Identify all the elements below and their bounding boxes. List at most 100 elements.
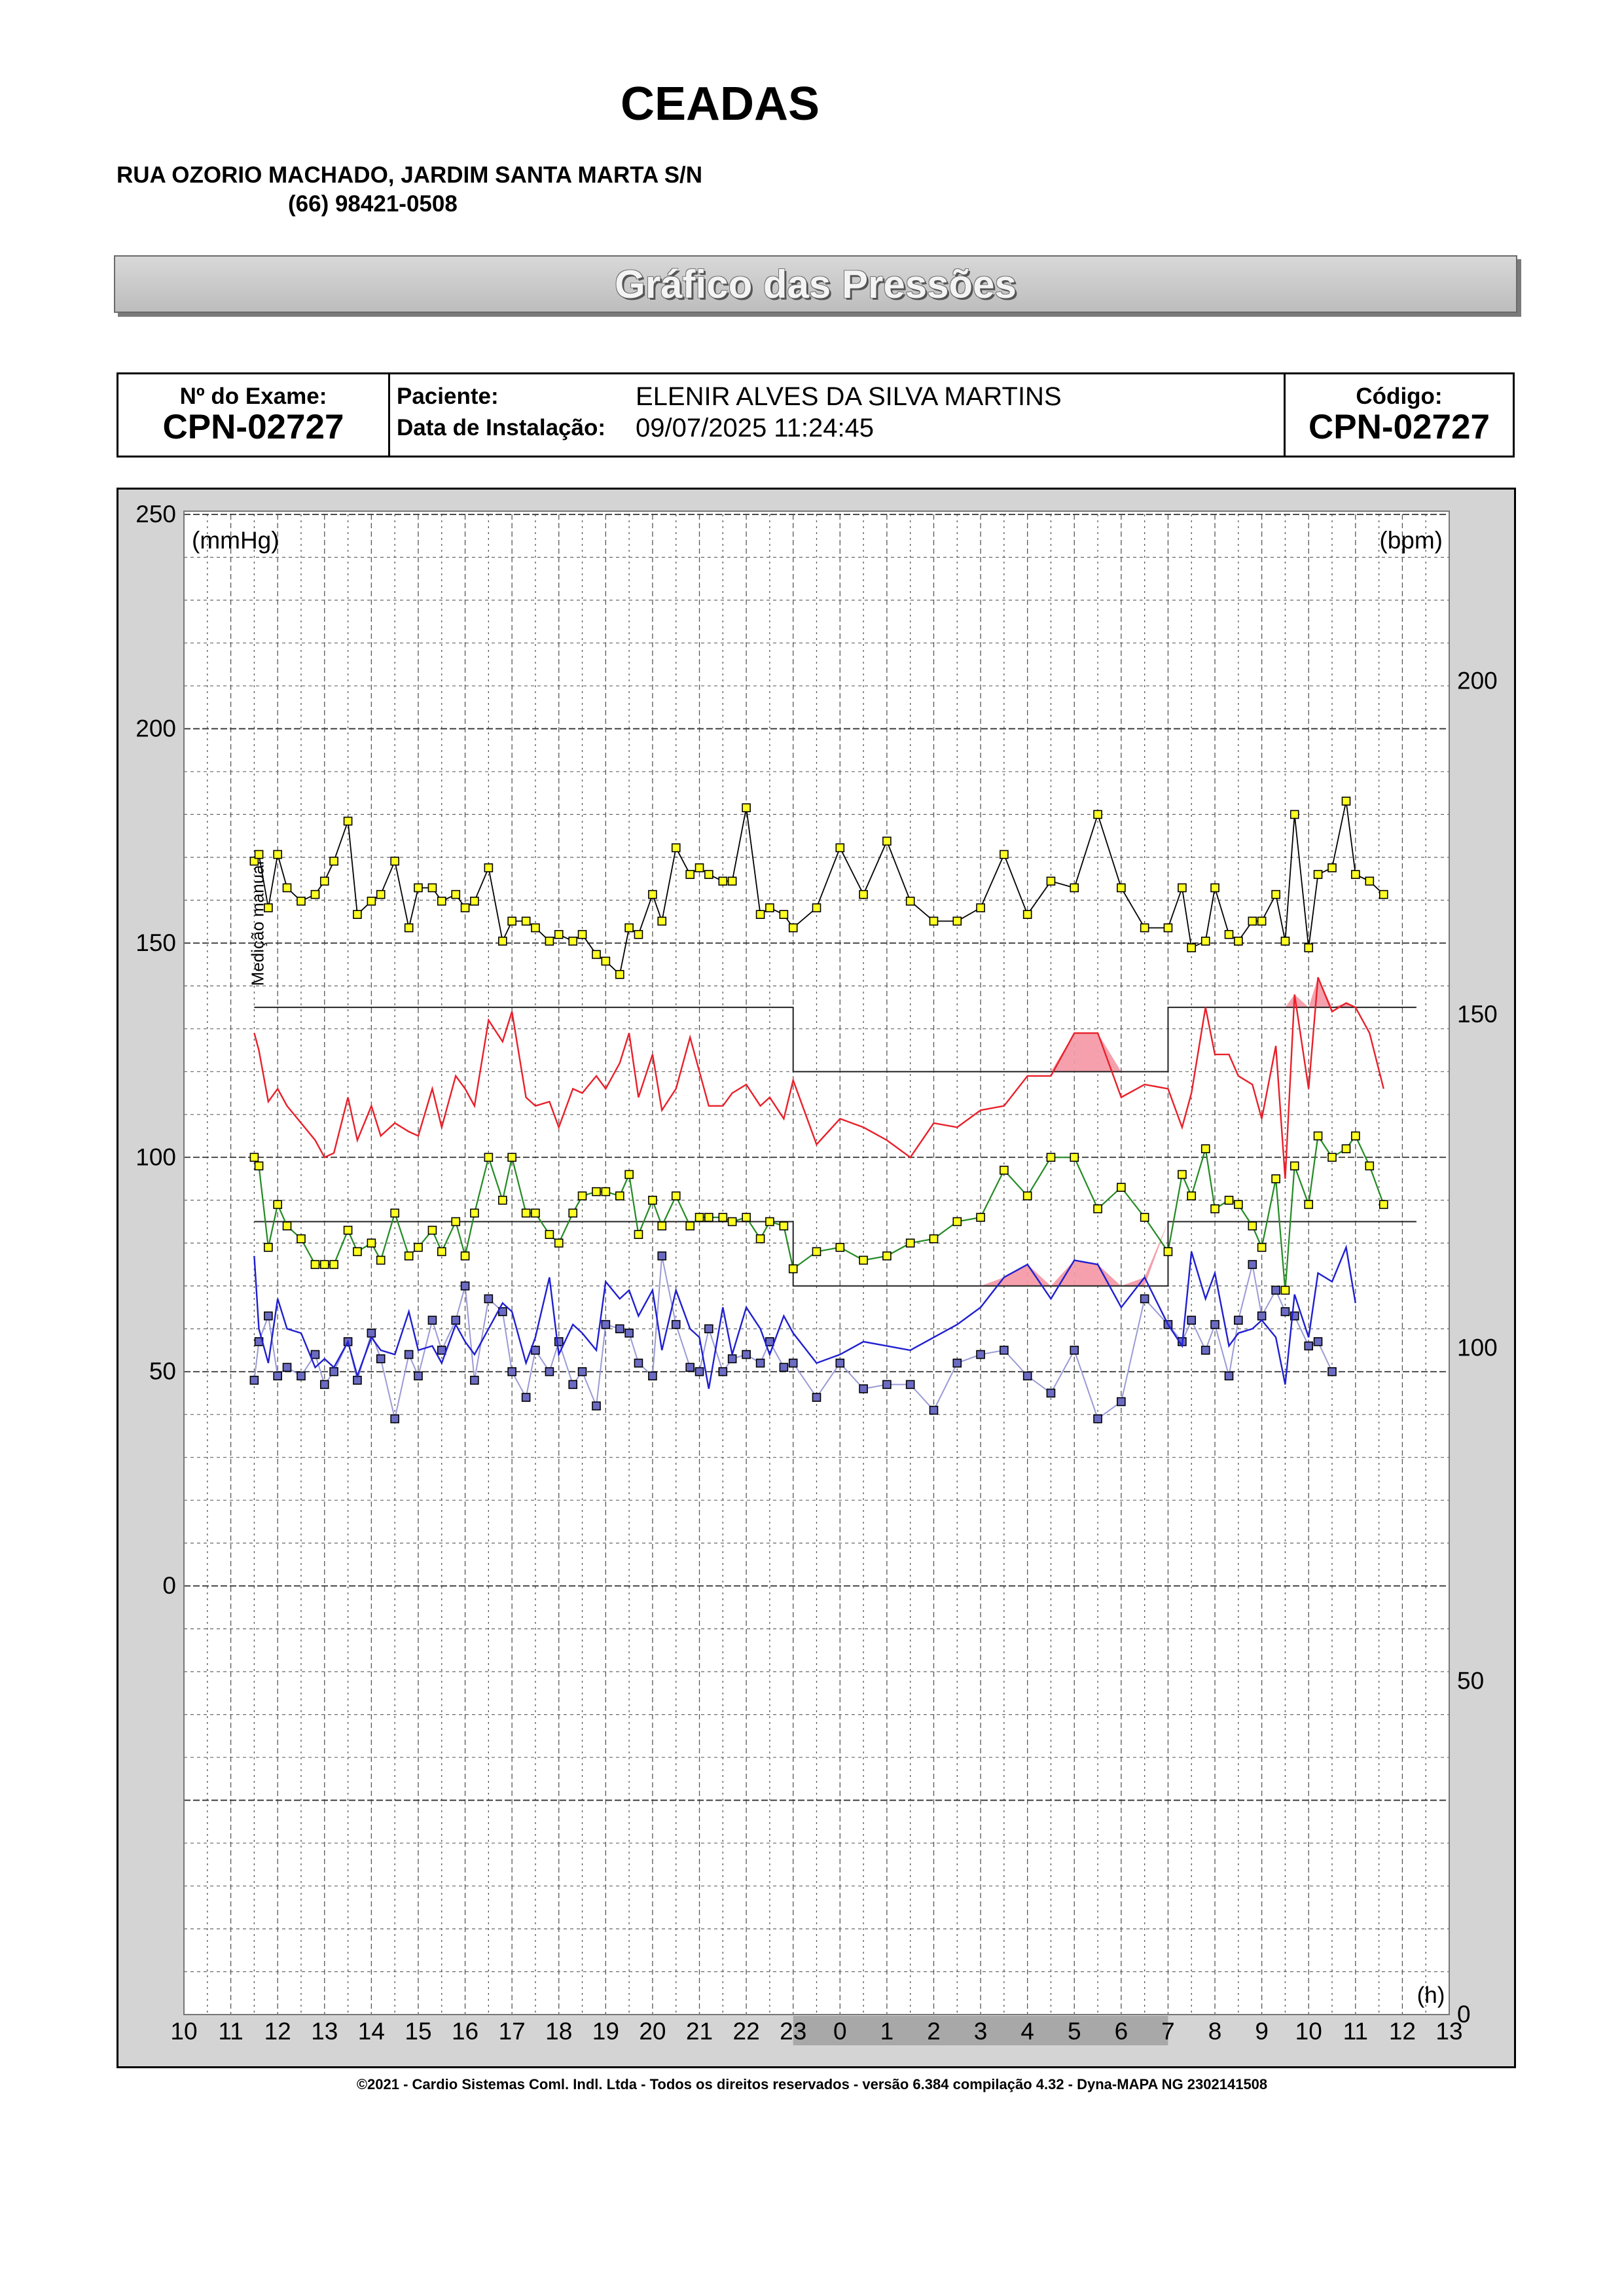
data-point — [1140, 1294, 1149, 1304]
data-point — [470, 1208, 479, 1218]
x-tick-label: 8 — [1208, 2018, 1222, 2045]
systolic-line — [253, 977, 1384, 1179]
data-point — [812, 1247, 821, 1257]
install-value: 09/07/2025 11:24:45 — [636, 414, 875, 442]
data-point — [507, 1367, 516, 1376]
data-point — [577, 1367, 587, 1376]
right-tick-label: 150 — [1457, 1001, 1498, 1028]
data-point — [835, 1243, 845, 1252]
data-point — [577, 1191, 587, 1201]
data-point — [1070, 1346, 1079, 1355]
data-point — [685, 1221, 695, 1230]
data-point — [1200, 937, 1210, 946]
data-point — [1163, 923, 1173, 933]
data-point — [704, 870, 713, 879]
data-point — [765, 903, 774, 912]
excess-area — [1074, 1260, 1098, 1286]
data-point — [685, 1363, 695, 1372]
data-point — [353, 910, 362, 920]
data-point — [1304, 1200, 1314, 1210]
x-tick-label: 9 — [1255, 2018, 1269, 2045]
data-point — [1093, 1204, 1102, 1213]
data-point — [779, 1363, 789, 1372]
data-point — [648, 889, 657, 899]
data-point — [264, 1243, 273, 1252]
data-point — [976, 1350, 985, 1359]
data-point — [329, 856, 338, 866]
data-point — [929, 1405, 939, 1415]
data-point — [727, 876, 737, 886]
data-point — [671, 1319, 681, 1329]
data-point — [507, 916, 516, 926]
section-banner: Gráfico das Pressões — [114, 255, 1517, 313]
data-point — [404, 1350, 414, 1359]
data-point — [1210, 883, 1219, 893]
data-point — [882, 836, 892, 846]
data-point — [671, 1191, 681, 1201]
data-point — [1117, 1397, 1126, 1407]
heart-rate-points — [249, 797, 1388, 979]
data-point — [779, 1221, 789, 1230]
excess-area — [1098, 1265, 1121, 1286]
data-point — [310, 889, 320, 899]
data-point — [1210, 1319, 1219, 1329]
x-tick-label: 22 — [733, 2018, 760, 2045]
data-point — [531, 923, 540, 933]
exam-cell: Nº do Exame: CPN-02727 — [118, 374, 390, 456]
excess-area — [1027, 1265, 1051, 1286]
data-point — [1140, 1213, 1149, 1222]
data-point — [1351, 870, 1360, 879]
data-point — [1313, 1337, 1323, 1346]
left-tick-label: 50 — [149, 1358, 176, 1385]
data-point — [1093, 810, 1102, 819]
data-point — [779, 910, 789, 920]
data-point — [882, 1380, 892, 1390]
data-point — [254, 850, 264, 859]
data-point — [367, 1238, 376, 1248]
data-point — [297, 1371, 306, 1381]
data-point — [727, 1217, 737, 1227]
data-point — [1248, 1221, 1257, 1230]
data-point — [976, 1213, 985, 1222]
data-point — [648, 1371, 657, 1381]
x-tick-label: 21 — [686, 2018, 713, 2045]
data-point — [437, 1346, 446, 1355]
data-point — [254, 1161, 264, 1171]
data-point — [568, 1380, 578, 1390]
data-point — [484, 1294, 494, 1304]
data-point — [1365, 876, 1375, 886]
x-tick-label: 11 — [218, 2018, 243, 2045]
data-point — [592, 950, 601, 960]
data-point — [718, 1213, 728, 1222]
excess-area — [1144, 1221, 1168, 1286]
data-point — [1248, 1260, 1257, 1269]
data-point — [1187, 943, 1197, 952]
data-point — [1000, 1346, 1009, 1355]
data-point — [273, 850, 282, 859]
data-point — [507, 1153, 516, 1162]
right-tick-label: 0 — [1457, 2001, 1471, 2028]
data-point — [1271, 1174, 1280, 1183]
address: RUA OZORIO MACHADO, JARDIM SANTA MARTA S… — [117, 162, 703, 188]
data-point — [685, 870, 695, 879]
data-point — [404, 923, 414, 933]
excess-area — [1285, 994, 1295, 1008]
data-point — [568, 937, 578, 946]
night-period-band — [793, 2016, 1168, 2045]
data-point — [882, 1251, 892, 1261]
data-point — [264, 903, 273, 912]
data-point — [1379, 1200, 1388, 1210]
data-point — [554, 1337, 564, 1346]
data-point — [624, 1328, 634, 1338]
data-point — [437, 897, 446, 906]
data-point — [1224, 1371, 1234, 1381]
data-point — [1280, 1307, 1290, 1316]
data-point — [531, 1208, 540, 1218]
data-point — [1257, 1243, 1267, 1252]
data-point — [282, 1363, 292, 1372]
data-point — [788, 1264, 798, 1274]
x-tick-label: 11 — [1343, 2018, 1368, 2045]
data-point — [545, 1367, 554, 1376]
data-point — [601, 956, 611, 966]
right-tick-label: 100 — [1457, 1334, 1498, 1361]
